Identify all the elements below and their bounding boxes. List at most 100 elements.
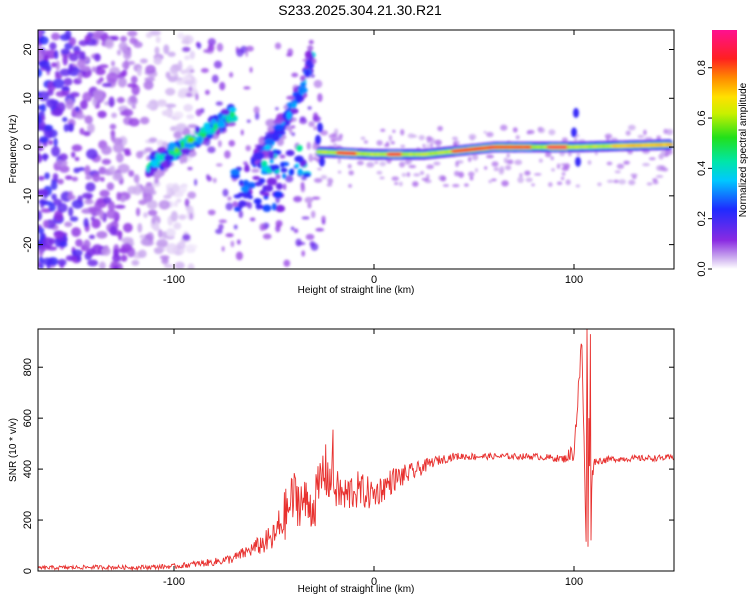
noise-blob — [455, 161, 459, 168]
noise-blob — [165, 87, 176, 96]
noise-blob — [112, 142, 125, 153]
streak-blob — [233, 194, 242, 199]
snr-ytick-label: 400 — [22, 460, 34, 478]
noise-blob — [111, 112, 117, 119]
noise-blob — [77, 71, 83, 81]
noise-blob — [228, 140, 236, 147]
snr-xtick-label: -100 — [163, 576, 185, 588]
noise-blob — [215, 163, 223, 167]
noise-blob — [71, 144, 83, 152]
noise-blob — [170, 210, 178, 222]
noise-blob — [207, 38, 216, 46]
noise-blob — [666, 128, 674, 136]
burst-blob — [573, 107, 579, 118]
noise-blob — [418, 135, 425, 141]
noise-blob — [61, 86, 70, 91]
noise-blob — [127, 83, 138, 88]
noise-blob — [38, 199, 49, 204]
noise-blob — [551, 168, 556, 172]
noise-blob — [321, 219, 326, 225]
noise-blob — [135, 150, 144, 159]
streak-blob — [273, 124, 285, 131]
noise-blob — [491, 178, 497, 182]
noise-blob — [64, 221, 73, 228]
noise-blob — [304, 196, 314, 204]
noise-blob — [196, 42, 202, 49]
noise-blob — [187, 263, 195, 269]
noise-blob — [379, 176, 385, 180]
noise-blob — [514, 159, 523, 166]
noise-blob — [145, 32, 153, 39]
noise-blob — [153, 247, 164, 255]
noise-blob — [517, 176, 524, 183]
noise-blob — [317, 93, 323, 103]
noise-blob — [442, 184, 450, 187]
noise-blob — [400, 144, 406, 148]
burst-blob — [571, 127, 577, 138]
noise-blob — [68, 63, 74, 73]
burst-blob — [315, 134, 321, 145]
streak-blob — [263, 195, 269, 200]
noise-blob — [452, 136, 458, 141]
snr-ylabel: SNR (10 * v/v) — [8, 418, 19, 482]
noise-blob — [116, 191, 122, 201]
noise-blob — [627, 124, 636, 131]
noise-blob — [76, 59, 86, 69]
noise-blob — [129, 95, 137, 104]
colorbar: 0.0 0.2 0.4 0.6 0.8 Normalized spectral ampl… — [696, 30, 749, 277]
noise-blob — [227, 196, 232, 201]
noise-blob — [290, 226, 295, 231]
noise-blob — [87, 259, 99, 267]
noise-blob — [319, 129, 328, 136]
noise-blob — [398, 161, 406, 168]
noise-blob — [305, 233, 315, 240]
noise-blob — [76, 254, 82, 262]
noise-blob — [291, 132, 295, 137]
noise-blob — [330, 138, 336, 143]
spectrogram-ylabel: Frequency (Hz) — [8, 115, 19, 184]
noise-blob — [628, 179, 636, 186]
streak-blob — [237, 201, 244, 209]
noise-blob — [68, 37, 77, 46]
noise-blob — [98, 261, 106, 269]
noise-blob — [606, 161, 613, 166]
snr-axes: -100 0 100 0 200 400 600 800 — [22, 329, 674, 588]
noise-blob — [109, 225, 118, 236]
noise-blob — [275, 107, 279, 111]
noise-blob — [182, 46, 191, 52]
noise-blob — [106, 209, 118, 219]
noise-blob — [236, 239, 241, 245]
noise-blob — [97, 110, 107, 119]
noise-blob — [311, 196, 321, 200]
noise-blob — [406, 172, 411, 178]
noise-blob — [561, 137, 568, 143]
noise-blob — [38, 114, 43, 125]
streak-blob — [297, 168, 303, 176]
noise-blob — [75, 113, 86, 120]
noise-blob — [501, 180, 509, 187]
noise-blob — [426, 144, 430, 148]
noise-blob — [71, 249, 83, 257]
noise-blob — [474, 168, 478, 173]
noise-blob — [93, 89, 104, 101]
noise-blob — [404, 159, 412, 165]
spectrogram-marks — [38, 30, 674, 269]
noise-blob — [454, 170, 460, 177]
noise-blob — [567, 151, 572, 157]
noise-blob — [43, 153, 48, 162]
noise-blob — [254, 111, 260, 120]
noise-blob — [434, 139, 442, 146]
noise-blob — [652, 178, 658, 182]
spectrogram-ytick-label: -20 — [22, 237, 34, 253]
streak-blob — [244, 164, 250, 173]
noise-blob — [154, 177, 159, 184]
noise-blob — [40, 103, 47, 113]
noise-blob — [408, 165, 417, 169]
streak-blob — [220, 109, 231, 115]
colorbar-tick-label: 0.6 — [696, 110, 708, 125]
snr-marks — [38, 329, 674, 571]
spectrogram-ytick-label: 10 — [22, 92, 34, 104]
noise-blob — [45, 98, 58, 108]
colorbar-tick-label: 0.2 — [696, 211, 708, 226]
noise-blob — [515, 135, 520, 140]
